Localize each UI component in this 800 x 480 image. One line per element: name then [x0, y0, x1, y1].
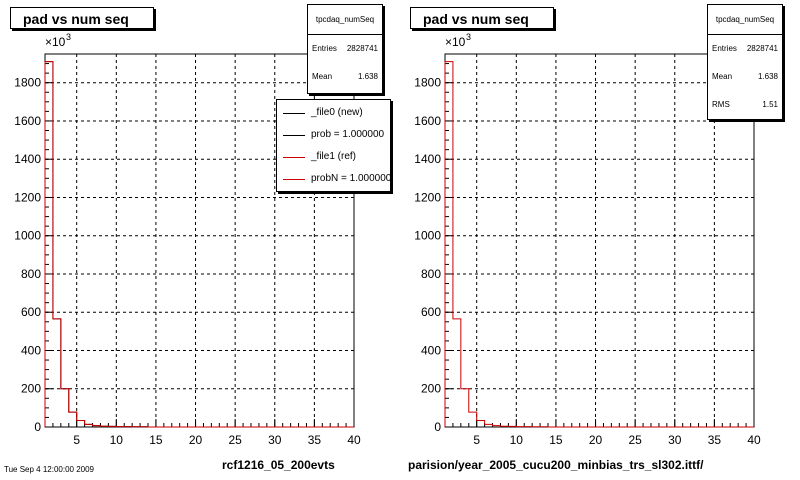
panel1-x-tick-label: 20 — [189, 433, 203, 447]
panel1-stats-name: tpcdaq_numSeq — [308, 5, 382, 35]
panel1-x-tick-label: 25 — [228, 433, 242, 447]
stats-label: RMS — [712, 100, 730, 109]
panel1-title: pad vs num seq — [10, 7, 154, 29]
panel1-y-tick-label: 800 — [21, 267, 41, 281]
panel1-y-tick-label: 400 — [21, 343, 41, 357]
panel1-series-1-histogram — [44, 61, 354, 428]
panel2-y-tick-label: 1000 — [414, 229, 441, 243]
panel2-x-tick-label: 35 — [708, 433, 722, 447]
panel2-stats-row-rms: RMS 1.51 — [708, 91, 782, 119]
footer-timestamp: Tue Sep 4 12:00:00 2009 — [4, 465, 94, 474]
panel2-y-tick-label: 600 — [421, 305, 441, 319]
stats-value: 1.638 — [357, 72, 378, 81]
panel1-footer: rcf1216_05_200evts — [222, 458, 335, 472]
legend-label: _file1 (ref) — [311, 151, 357, 162]
legend-label: prob = 1.000000 — [311, 129, 385, 140]
panel1-x-tick-label: 5 — [73, 433, 80, 447]
panel2-x-tick-label: 40 — [747, 433, 761, 447]
panel2-x-tick-label: 15 — [549, 433, 563, 447]
panel2-stats-box: tpcdaq_numSeq Entries 2828741 Mean 1.638 R… — [707, 4, 783, 120]
panel2-y-tick-label: 400 — [421, 343, 441, 357]
stats-value: 2828741 — [746, 44, 778, 53]
panel2-x-tick-label: 20 — [589, 433, 603, 447]
panel1-y-tick-label: 200 — [21, 382, 41, 396]
panel2-y-tick-label: 800 — [421, 267, 441, 281]
panel2-title-text: pad vs num seq — [423, 11, 529, 27]
panel1-y-tick-label: 1000 — [14, 229, 41, 243]
panel1-y-tick-label: 1800 — [14, 76, 41, 90]
legend-entry-file0: _file0 (new) — [277, 102, 390, 124]
panel2-footer: parision/year_2005_cucu200_minbias_trs_s… — [408, 458, 704, 472]
stats-label: Entries — [312, 44, 337, 53]
stats-value: 1.51 — [762, 100, 778, 109]
panel2-y-tick-label: 1400 — [414, 152, 441, 166]
panel2-y-multiplier-exponent: 3 — [466, 32, 471, 42]
panel1-x-tick-label: 15 — [149, 433, 163, 447]
panel1-y-tick-label: 0 — [34, 420, 41, 434]
stats-label: Mean — [312, 72, 333, 81]
panel2-stats-name: tpcdaq_numSeq — [708, 5, 782, 35]
panel1-stats-row-mean: Mean 1.638 — [308, 63, 382, 91]
legend-entry-prob: prob = 1.000000 — [277, 124, 390, 146]
panel2-x-tick-label: 30 — [668, 433, 682, 447]
panel1-y-tick-label: 1600 — [14, 114, 41, 128]
panel2-y-multiplier: ×10 — [445, 35, 466, 49]
legend-swatch — [283, 135, 305, 136]
panel2-x-tick-label: 25 — [628, 433, 642, 447]
panel2-stats-row-mean: Mean 1.638 — [708, 63, 782, 91]
stats-value: 2828741 — [346, 44, 378, 53]
legend-swatch — [283, 179, 305, 180]
panel1-y-tick-label: 600 — [21, 305, 41, 319]
panel1-legend: _file0 (new) prob = 1.000000 _file1 (ref… — [276, 99, 391, 192]
legend-label: probN = 1.000000 — [311, 173, 391, 184]
panel2-y-tick-label: 0 — [434, 420, 441, 434]
panel2-y-tick-label: 1600 — [414, 114, 441, 128]
stats-value: 1.638 — [757, 72, 778, 81]
panel1-y-tick-label: 1200 — [14, 190, 41, 204]
panel1-x-tick-label: 30 — [268, 433, 282, 447]
legend-swatch — [283, 113, 305, 114]
legend-label: _file0 (new) — [311, 107, 363, 118]
legend-entry-file1: _file1 (ref) — [277, 146, 390, 168]
panel2-y-tick-label: 1200 — [414, 190, 441, 204]
legend-entry-probn: probN = 1.000000 — [277, 168, 390, 190]
stats-label: Entries — [712, 44, 737, 53]
panel2-y-tick-label: 200 — [421, 382, 441, 396]
panel2-stats-row-entries: Entries 2828741 — [708, 35, 782, 63]
panel1-x-tick-label: 40 — [347, 433, 361, 447]
panel2-series-0-histogram — [444, 61, 754, 428]
panel2-y-tick-label: 1800 — [414, 76, 441, 90]
panel1-y-tick-label: 1400 — [14, 152, 41, 166]
panel1-x-tick-label: 35 — [308, 433, 322, 447]
panel1-y-multiplier-exponent: 3 — [66, 32, 71, 42]
panel1-y-multiplier: ×10 — [45, 35, 66, 49]
panel2-x-tick-label: 10 — [510, 433, 524, 447]
panel2-x-tick-label: 5 — [473, 433, 480, 447]
panel1-x-tick-label: 10 — [110, 433, 124, 447]
panel1-stats-box: tpcdaq_numSeq Entries 2828741 Mean 1.638 — [307, 4, 383, 94]
panel1-stats-row-entries: Entries 2828741 — [308, 35, 382, 63]
legend-swatch — [283, 157, 305, 158]
panel1-title-text: pad vs num seq — [23, 11, 129, 27]
panel2-title: pad vs num seq — [410, 7, 554, 29]
stats-label: Mean — [712, 72, 733, 81]
